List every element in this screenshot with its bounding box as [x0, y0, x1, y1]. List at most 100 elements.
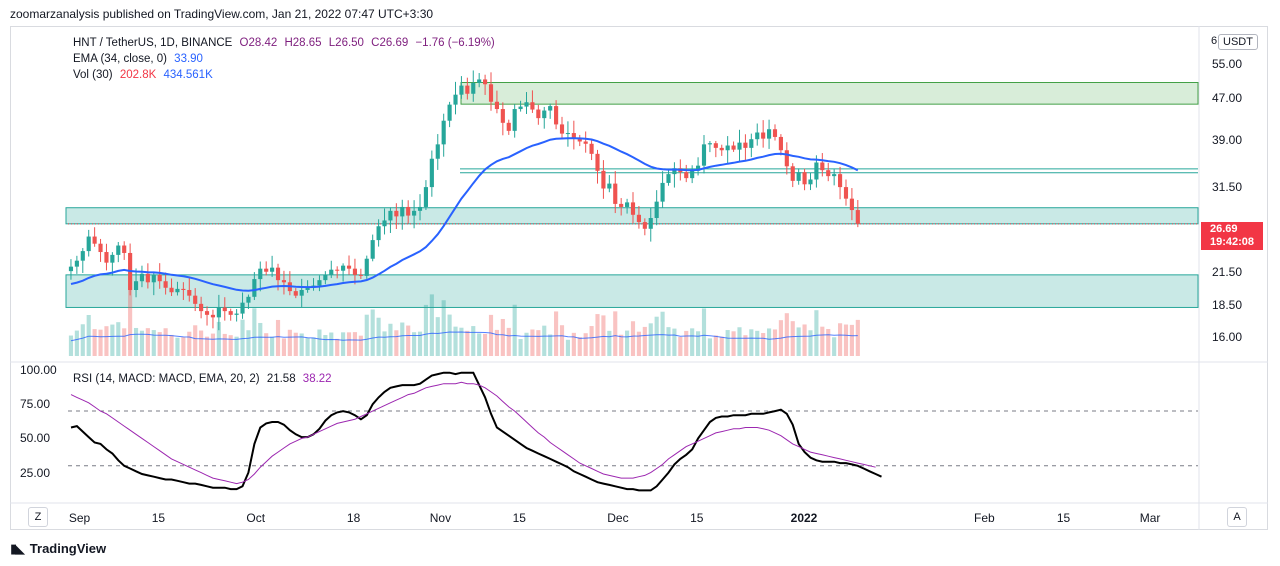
candle-body: [216, 307, 221, 318]
volume-bar: [323, 335, 328, 356]
volume-bar: [583, 333, 588, 356]
candle: [151, 271, 156, 296]
candle-body: [690, 170, 695, 179]
candle: [536, 104, 541, 125]
candle: [518, 100, 523, 112]
candle: [364, 255, 369, 279]
volume-bar: [855, 319, 860, 356]
close-value: C26.69: [371, 37, 409, 49]
candle: [743, 134, 748, 161]
volume-bar: [423, 304, 429, 356]
candle-body: [80, 251, 85, 261]
candle: [684, 164, 689, 183]
candle-body: [157, 274, 162, 282]
candle: [654, 190, 659, 226]
candle-body: [204, 311, 210, 315]
candle: [228, 308, 233, 321]
volume-bar: [565, 339, 570, 356]
volume-bar: [554, 311, 559, 356]
volume-bar: [536, 330, 541, 356]
volume-bar: [542, 325, 547, 356]
volume-bar: [713, 335, 718, 356]
volume-bar: [672, 328, 677, 356]
candle: [116, 241, 121, 263]
volume-bar: [630, 321, 636, 356]
candle-body: [122, 245, 127, 253]
candle: [524, 92, 529, 114]
candle: [660, 171, 665, 208]
candle: [630, 192, 636, 223]
candle-body: [755, 132, 760, 140]
candle-body: [713, 143, 718, 148]
volume-bar: [832, 337, 837, 356]
time-tick-label: Oct: [246, 511, 266, 525]
time-tick-label: Dec: [607, 511, 629, 525]
volume-bar: [453, 326, 458, 356]
candle-body: [778, 136, 783, 151]
low-value: L26.50: [328, 37, 364, 49]
candle-body: [465, 85, 470, 94]
volume-bar: [684, 330, 689, 356]
zoom-button[interactable]: Z: [28, 507, 48, 527]
ema-label[interactable]: EMA (34, close, 0): [73, 53, 167, 65]
candle-body: [68, 266, 74, 272]
candle: [429, 150, 434, 197]
candle: [488, 72, 494, 111]
candle: [388, 207, 393, 233]
candle-body: [772, 129, 778, 137]
volume-bar: [145, 328, 150, 356]
candle-body: [826, 170, 831, 177]
vol-label[interactable]: Vol (30): [73, 69, 113, 81]
candle: [299, 278, 304, 308]
candle-body: [494, 101, 499, 110]
symbol-label[interactable]: HNT / TetherUS, 1D, BINANCE: [73, 37, 233, 49]
candle: [636, 205, 641, 229]
volume-bar: [169, 334, 174, 356]
candle-body: [193, 295, 198, 304]
time-tick-label: 15: [690, 511, 704, 525]
volume-bar: [577, 337, 582, 356]
volume-bar: [175, 337, 180, 356]
volume-bar: [719, 336, 724, 356]
candle-body: [542, 110, 547, 119]
candle: [625, 198, 630, 214]
tradingview-brand[interactable]: ▮◣ TradingView: [10, 541, 106, 557]
candle: [145, 263, 150, 289]
candle-body: [749, 139, 754, 148]
candle: [832, 169, 837, 186]
candle-body: [761, 132, 766, 139]
candle-body: [346, 265, 352, 269]
candle-body: [423, 187, 429, 207]
candle: [725, 136, 730, 164]
volume-bar: [299, 333, 304, 356]
candle-body: [843, 187, 849, 199]
candle-body: [530, 102, 535, 110]
candle: [737, 129, 742, 162]
candle-body: [707, 143, 712, 145]
volume-bar: [275, 319, 281, 356]
candle: [471, 70, 476, 102]
candle-body: [459, 85, 464, 95]
volume-bar: [293, 332, 298, 356]
candle: [370, 234, 375, 262]
time-tick-label: 18: [346, 511, 361, 525]
auto-scale-button[interactable]: A: [1227, 507, 1247, 527]
candle: [761, 120, 766, 148]
candle: [690, 165, 695, 184]
currency-button[interactable]: USDT: [1218, 34, 1258, 50]
candle-body: [139, 273, 145, 282]
support-zone-3: [65, 274, 1199, 308]
volume-bar: [417, 331, 423, 356]
rsi-label[interactable]: RSI (14, MACD: MACD, EMA, 20, 2): [73, 373, 260, 385]
candle-body: [293, 291, 298, 296]
candle: [784, 142, 789, 175]
candle: [849, 188, 854, 221]
chart-frame[interactable]: [10, 26, 1268, 530]
candle-body: [731, 145, 736, 150]
time-tick-label: 2022: [790, 511, 818, 525]
candle: [246, 294, 251, 309]
volume-bar: [406, 325, 411, 356]
candle: [394, 203, 399, 230]
volume-bar: [648, 323, 653, 356]
